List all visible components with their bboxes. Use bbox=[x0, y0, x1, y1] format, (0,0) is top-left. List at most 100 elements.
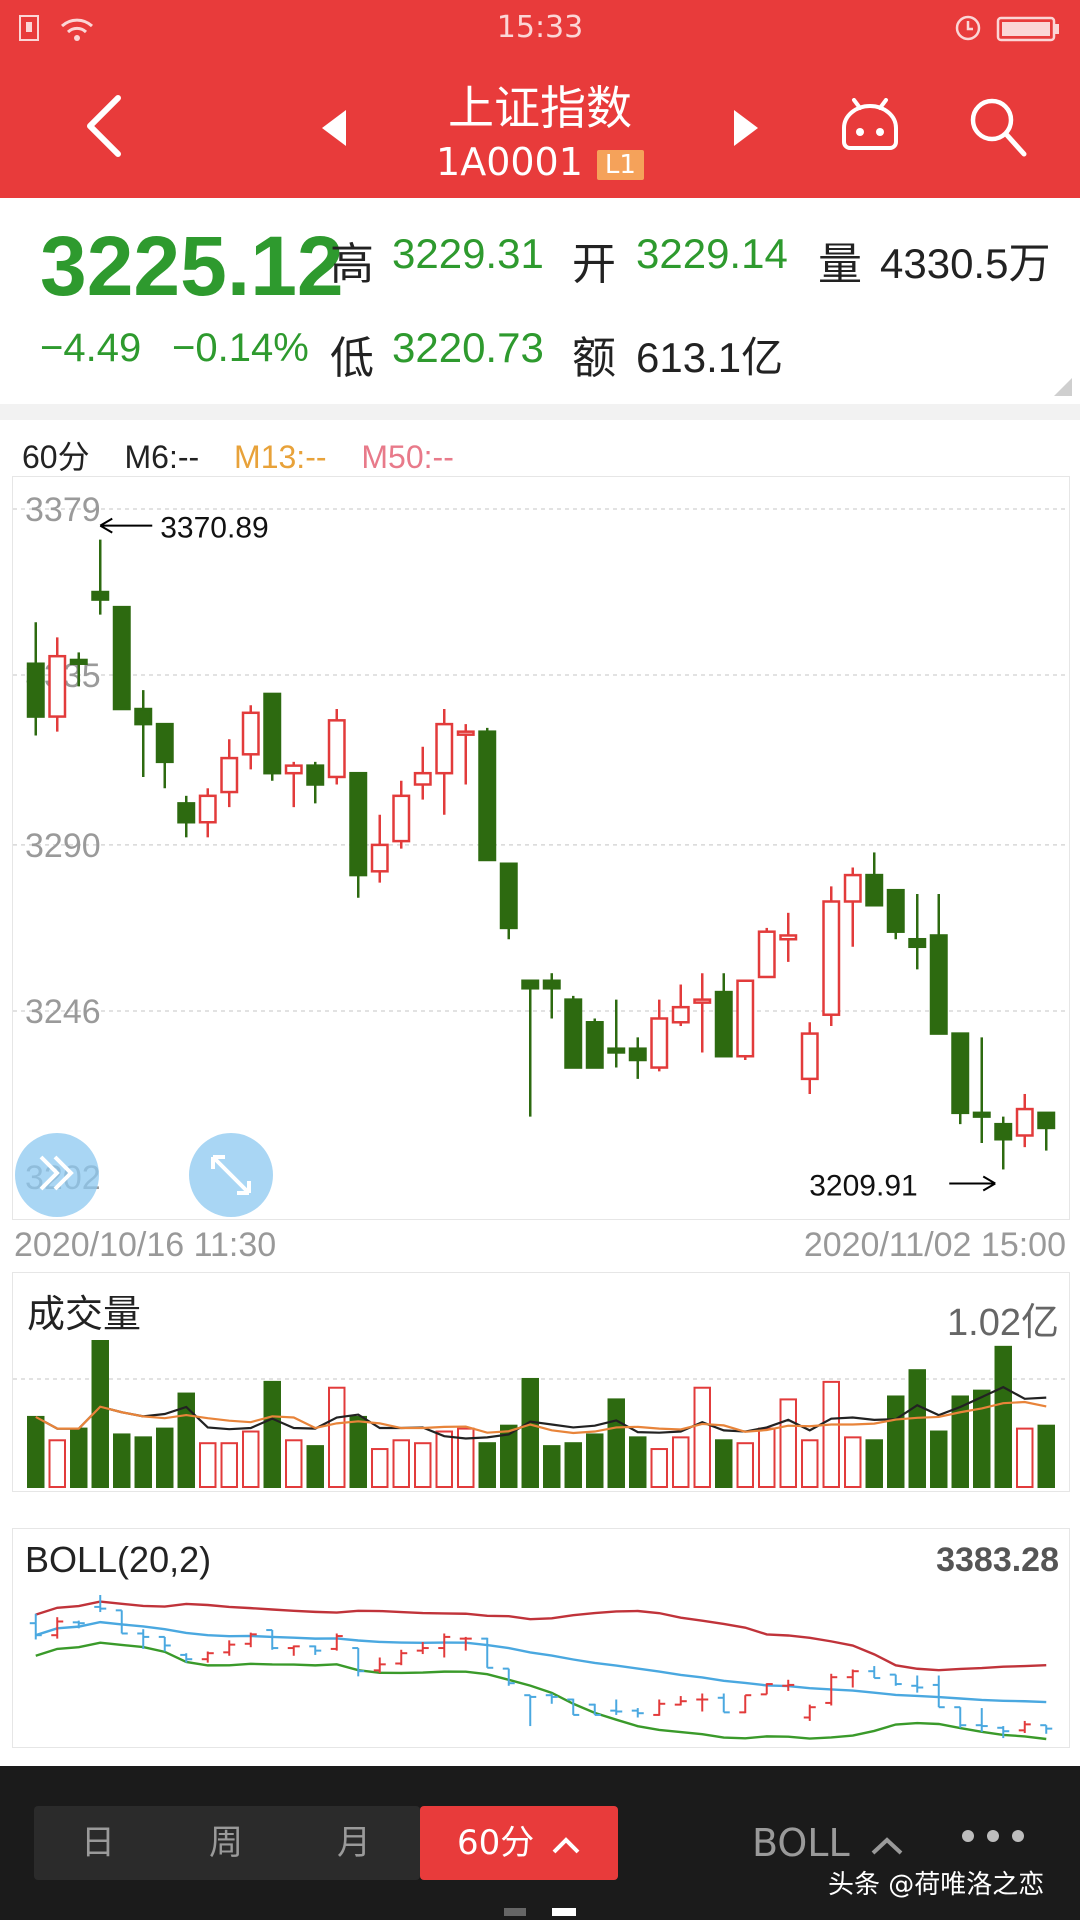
next-stock-icon[interactable] bbox=[732, 108, 762, 148]
volume-bar bbox=[908, 1369, 926, 1488]
volume-label: 量 bbox=[818, 239, 862, 290]
volume-bar bbox=[500, 1424, 518, 1488]
volume-bar bbox=[844, 1436, 862, 1488]
candle-body bbox=[177, 802, 196, 824]
candle-body bbox=[198, 794, 217, 824]
candle-body bbox=[908, 937, 927, 949]
candle-body bbox=[284, 764, 303, 775]
stock-code: 1A0001 L1 bbox=[0, 140, 1080, 184]
volume-bar bbox=[693, 1386, 711, 1488]
volume-bar bbox=[48, 1439, 66, 1488]
volume-bar bbox=[113, 1433, 131, 1489]
volume-bar bbox=[371, 1448, 389, 1488]
candle-body bbox=[843, 873, 862, 903]
alarm-battery-icon bbox=[955, 15, 1059, 42]
current-price: 3225.12 bbox=[40, 219, 344, 313]
candle-body bbox=[714, 990, 733, 1058]
volume-bar bbox=[435, 1430, 453, 1489]
candle-body bbox=[69, 658, 88, 665]
candle-body bbox=[994, 1122, 1013, 1141]
candle-body bbox=[349, 771, 368, 877]
price-change-pct: −0.14% bbox=[172, 326, 309, 370]
period-segment bbox=[34, 1806, 420, 1880]
boll-band-line bbox=[35, 1641, 1047, 1741]
candle-body bbox=[628, 1047, 647, 1062]
candle-body bbox=[736, 979, 755, 1058]
volume-bar bbox=[543, 1445, 561, 1488]
volume-bar bbox=[91, 1340, 109, 1488]
candle-body bbox=[886, 888, 905, 933]
tab-day[interactable]: 日 bbox=[81, 1823, 115, 1863]
tab-60min[interactable]: 60分 bbox=[420, 1806, 618, 1880]
volume-bar bbox=[779, 1398, 797, 1488]
candle-body bbox=[26, 662, 45, 718]
volume-bar bbox=[70, 1427, 88, 1489]
fast-forward-button[interactable] bbox=[15, 1133, 99, 1217]
volume-bar bbox=[629, 1436, 647, 1488]
candle-body bbox=[155, 722, 174, 764]
boll-value: 3383.28 bbox=[936, 1541, 1059, 1579]
volume-title: 成交量 bbox=[27, 1292, 142, 1336]
boll-chart[interactable]: BOLL(20,2) 3383.28 bbox=[12, 1528, 1070, 1748]
volume-bar bbox=[822, 1380, 840, 1488]
status-bar: 15:33 bbox=[0, 0, 1080, 56]
candle-body bbox=[306, 764, 325, 786]
more-icon[interactable] bbox=[958, 1826, 1028, 1846]
tab-week[interactable]: 周 bbox=[209, 1823, 243, 1863]
volume-bar bbox=[242, 1430, 260, 1489]
volume-bar bbox=[457, 1427, 475, 1489]
candle-body bbox=[607, 1047, 626, 1054]
robot-assistant-icon[interactable] bbox=[838, 98, 902, 158]
candle-body bbox=[456, 730, 475, 736]
volume-bar bbox=[736, 1442, 754, 1488]
back-arrow-icon[interactable] bbox=[82, 94, 124, 158]
quote-panel: 3225.12 −4.49 −0.14% 高 3229.31 开 3229.14… bbox=[0, 198, 1080, 404]
start-date: 2020/10/16 11:30 bbox=[14, 1226, 277, 1264]
fullscreen-button[interactable] bbox=[189, 1133, 273, 1217]
header-bar: 15:33 上证指数 1A0001 L1 bbox=[0, 0, 1080, 198]
search-icon[interactable] bbox=[968, 96, 1028, 158]
ma50-label: M50:-- bbox=[361, 439, 454, 475]
watermark-text: 头条 @荷唯洛之恋 bbox=[828, 1870, 1045, 1900]
candle-body bbox=[327, 719, 346, 779]
level-badge: L1 bbox=[596, 149, 644, 180]
y-tick-label: 3246 bbox=[25, 993, 101, 1031]
volume-bar bbox=[865, 1439, 883, 1488]
volume-svg bbox=[13, 1340, 1069, 1489]
volume-ma-line bbox=[35, 1400, 1047, 1435]
candle-body bbox=[392, 794, 411, 843]
volume-bar bbox=[263, 1380, 281, 1488]
home-indicator-right bbox=[552, 1908, 576, 1916]
volume-bar bbox=[758, 1427, 776, 1489]
candle-body bbox=[929, 934, 948, 1035]
candle-body bbox=[951, 1032, 970, 1115]
volume-bar bbox=[220, 1442, 238, 1488]
prev-stock-icon[interactable] bbox=[318, 108, 348, 148]
volume-bar bbox=[177, 1392, 195, 1488]
open-value: 3229.14 bbox=[636, 230, 788, 277]
home-indicator-left bbox=[504, 1908, 526, 1916]
indicator-select[interactable]: BOLL bbox=[752, 1806, 904, 1880]
candle-body bbox=[1037, 1111, 1056, 1130]
tab-month[interactable]: 月 bbox=[337, 1823, 371, 1863]
volume-bar bbox=[973, 1389, 991, 1488]
expand-corner-icon[interactable] bbox=[1054, 378, 1072, 396]
candle-body bbox=[112, 605, 131, 711]
indicator-select-label: BOLL bbox=[752, 1821, 850, 1865]
volume-bar bbox=[392, 1439, 410, 1488]
volume-bar bbox=[328, 1386, 346, 1488]
boll-title: BOLL(20,2) bbox=[25, 1539, 212, 1580]
volume-bar bbox=[156, 1427, 174, 1489]
candle-body bbox=[671, 1005, 690, 1024]
candle-body bbox=[865, 873, 884, 907]
candle-body bbox=[972, 1111, 991, 1118]
candle-body bbox=[542, 979, 561, 990]
high-marker-label: 3370.89 bbox=[160, 512, 268, 545]
nav-bar: 上证指数 1A0001 L1 bbox=[0, 56, 1080, 198]
volume-chart[interactable]: 成交量 1.02亿 bbox=[12, 1272, 1070, 1492]
candle-body bbox=[693, 998, 712, 1004]
period-label[interactable]: 60分 bbox=[22, 439, 90, 475]
indicator-row: 60分 M6:-- M13:-- M50:-- bbox=[22, 432, 480, 478]
